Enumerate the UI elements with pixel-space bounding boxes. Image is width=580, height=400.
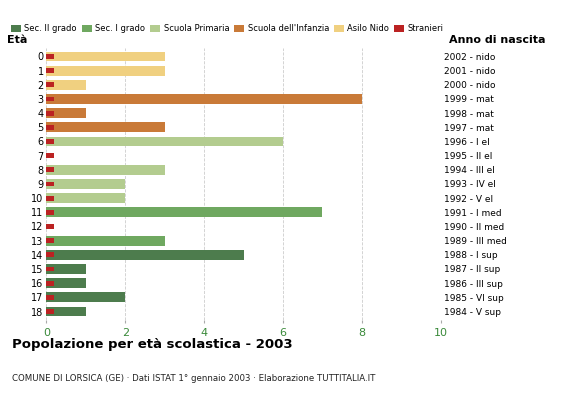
- Text: Età: Età: [7, 35, 27, 45]
- Text: Popolazione per età scolastica - 2003: Popolazione per età scolastica - 2003: [12, 338, 292, 351]
- Bar: [46, 292, 125, 302]
- Bar: [46, 111, 55, 116]
- Bar: [46, 66, 165, 76]
- Bar: [46, 165, 165, 175]
- Bar: [46, 281, 55, 286]
- Bar: [46, 122, 165, 132]
- Bar: [46, 295, 55, 300]
- Bar: [46, 136, 283, 146]
- Bar: [46, 68, 55, 73]
- Bar: [46, 108, 86, 118]
- Bar: [46, 139, 55, 144]
- Text: COMUNE DI LORSICA (GE) · Dati ISTAT 1° gennaio 2003 · Elaborazione TUTTITALIA.IT: COMUNE DI LORSICA (GE) · Dati ISTAT 1° g…: [12, 374, 375, 383]
- Bar: [46, 167, 55, 172]
- Legend: Sec. II grado, Sec. I grado, Scuola Primaria, Scuola dell'Infanzia, Asilo Nido, : Sec. II grado, Sec. I grado, Scuola Prim…: [11, 24, 444, 33]
- Bar: [46, 252, 55, 257]
- Bar: [46, 82, 55, 87]
- Bar: [46, 193, 125, 203]
- Bar: [46, 306, 86, 316]
- Bar: [46, 224, 55, 229]
- Bar: [46, 309, 55, 314]
- Bar: [46, 96, 55, 102]
- Bar: [46, 125, 55, 130]
- Bar: [46, 207, 322, 217]
- Bar: [46, 238, 55, 243]
- Bar: [46, 179, 125, 189]
- Bar: [46, 52, 165, 62]
- Bar: [46, 153, 55, 158]
- Bar: [46, 94, 362, 104]
- Bar: [46, 236, 165, 246]
- Bar: [46, 278, 86, 288]
- Bar: [46, 54, 55, 59]
- Text: Anno di nascita: Anno di nascita: [449, 35, 545, 45]
- Bar: [46, 264, 86, 274]
- Bar: [46, 182, 55, 186]
- Bar: [46, 266, 55, 272]
- Bar: [46, 196, 55, 201]
- Bar: [46, 250, 244, 260]
- Bar: [46, 210, 55, 215]
- Bar: [46, 80, 86, 90]
